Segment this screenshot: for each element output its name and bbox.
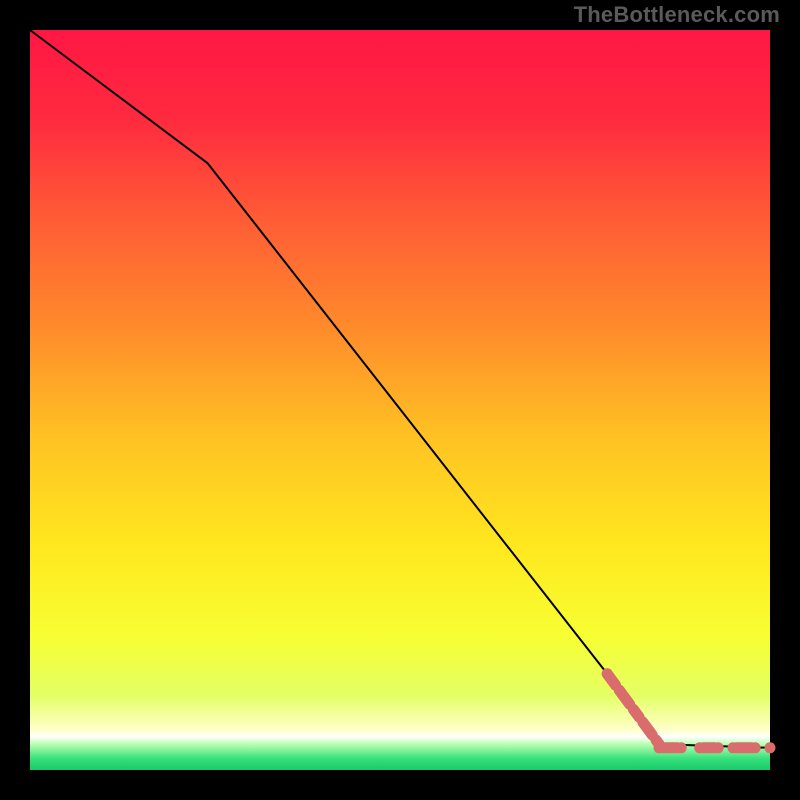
chart-svg <box>0 0 800 800</box>
gradient-field <box>30 30 770 770</box>
marker-tail-dot <box>750 742 761 753</box>
chart-stage: TheBottleneck.com <box>0 0 800 800</box>
watermark-label: TheBottleneck.com <box>574 2 780 28</box>
marker-tail-dot <box>694 742 705 753</box>
marker-tail-dot <box>713 742 724 753</box>
marker-tail-dot <box>654 742 665 753</box>
marker-tail-dot <box>676 742 687 753</box>
marker-tail-dot <box>765 742 776 753</box>
marker-tail-dot <box>728 742 739 753</box>
marker-dot <box>602 668 613 679</box>
